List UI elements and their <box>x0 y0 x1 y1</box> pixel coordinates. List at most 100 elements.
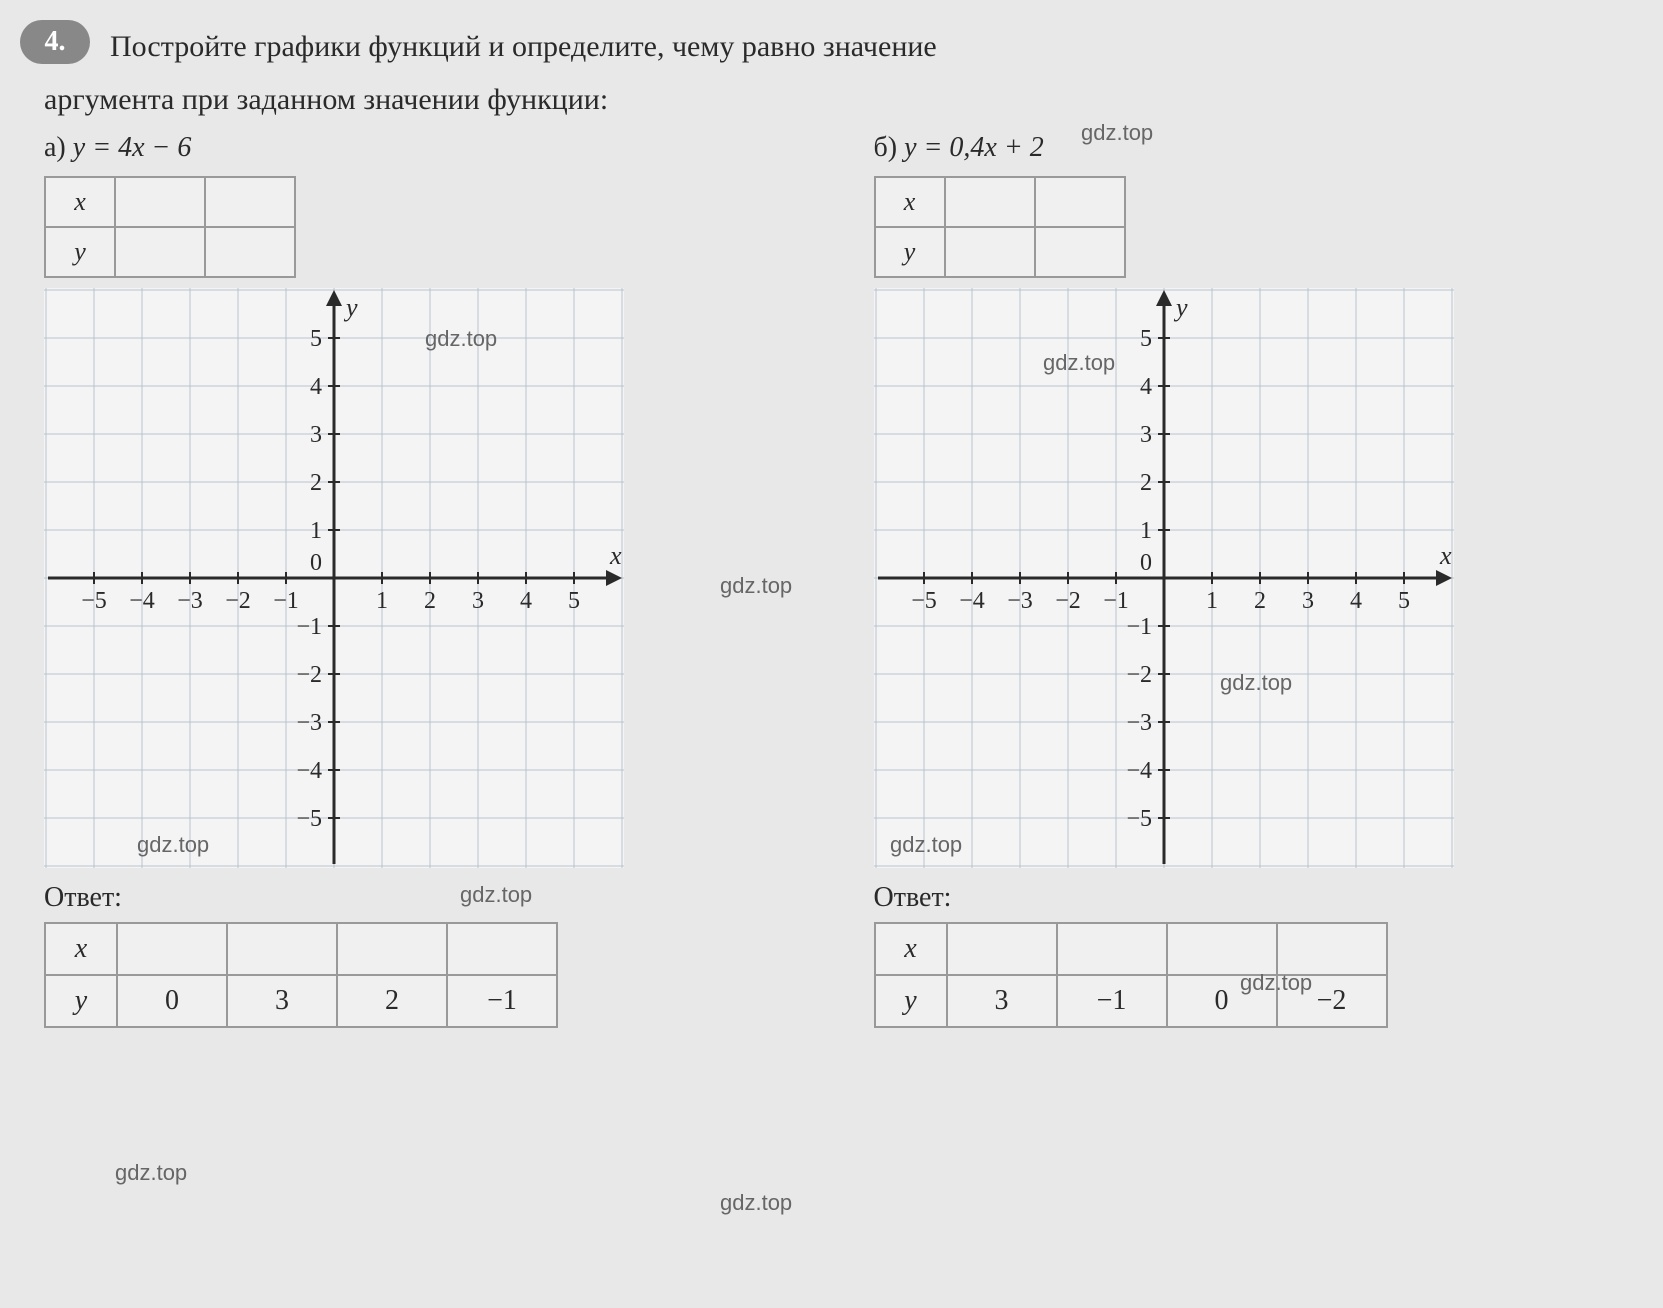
svg-text:x: x <box>609 541 622 570</box>
ans-cell: 2 <box>337 975 447 1027</box>
xy-cell[interactable] <box>205 227 295 277</box>
watermark: gdz.top <box>720 1190 792 1216</box>
ans-header-y: y <box>45 975 117 1027</box>
ans-cell: −1 <box>447 975 557 1027</box>
ans-header-y: y <box>875 975 947 1027</box>
svg-text:2: 2 <box>424 588 436 614</box>
svg-text:y: y <box>343 293 358 322</box>
xy-cell[interactable] <box>945 227 1035 277</box>
svg-text:−3: −3 <box>1007 588 1033 614</box>
task-text-line1: Постройте графики функций и определите, … <box>110 20 937 69</box>
svg-text:−1: −1 <box>273 588 299 614</box>
ans-cell[interactable] <box>1057 923 1167 975</box>
svg-text:5: 5 <box>1140 326 1152 352</box>
svg-text:−1: −1 <box>1103 588 1129 614</box>
svg-text:4: 4 <box>310 374 322 400</box>
xy-cell[interactable] <box>1035 177 1125 227</box>
svg-text:−5: −5 <box>81 588 107 614</box>
svg-text:2: 2 <box>1140 470 1152 496</box>
svg-text:y: y <box>1173 293 1188 322</box>
ans-cell[interactable] <box>337 923 447 975</box>
xy-label-x: x <box>875 177 945 227</box>
xy-cell[interactable] <box>1035 227 1125 277</box>
svg-text:−2: −2 <box>1055 588 1081 614</box>
svg-text:−3: −3 <box>296 710 322 736</box>
ans-cell: 0 <box>117 975 227 1027</box>
svg-text:1: 1 <box>1140 518 1152 544</box>
xy-cell[interactable] <box>115 227 205 277</box>
ans-cell: 3 <box>227 975 337 1027</box>
watermark: gdz.top <box>115 1160 187 1186</box>
xy-label-y: y <box>45 227 115 277</box>
svg-text:2: 2 <box>1254 588 1266 614</box>
svg-text:−2: −2 <box>1126 662 1152 688</box>
svg-text:−5: −5 <box>1126 806 1152 832</box>
svg-text:3: 3 <box>472 588 484 614</box>
answer-label-b: Ответ: <box>874 882 1644 914</box>
ans-cell[interactable] <box>947 923 1057 975</box>
svg-text:4: 4 <box>1140 374 1152 400</box>
svg-text:−4: −4 <box>1126 758 1152 784</box>
xy-input-table-b: x y <box>874 176 1126 278</box>
ans-cell[interactable] <box>117 923 227 975</box>
table-row: x <box>45 923 557 975</box>
table-row: x <box>875 923 1387 975</box>
svg-text:0: 0 <box>1140 550 1152 576</box>
task-text-line2: аргумента при заданном значении функции: <box>44 77 1643 122</box>
svg-text:−1: −1 <box>1126 614 1152 640</box>
svg-text:5: 5 <box>1398 588 1410 614</box>
svg-text:5: 5 <box>568 588 580 614</box>
answer-table-a: x y 0 3 2 −1 <box>44 922 558 1028</box>
xy-cell[interactable] <box>945 177 1035 227</box>
ans-header-x: x <box>45 923 117 975</box>
task-header: 4. Постройте графики функций и определит… <box>20 20 1643 69</box>
function-label-b: б) y = 0,4x + 2 <box>874 132 1644 164</box>
watermark: gdz.top <box>1240 970 1312 996</box>
svg-text:4: 4 <box>1350 588 1362 614</box>
task-number: 4. <box>45 26 66 58</box>
ans-cell[interactable] <box>227 923 337 975</box>
xy-cell[interactable] <box>205 177 295 227</box>
column-b: б) y = 0,4x + 2 x y −5 −4 −3 −2 −1 1 2 3 4 5 −5 −4 −… <box>874 132 1644 1028</box>
xy-cell[interactable] <box>115 177 205 227</box>
ans-header-x: x <box>875 923 947 975</box>
watermark: gdz.top <box>425 326 497 352</box>
ans-cell[interactable] <box>1167 923 1277 975</box>
svg-text:−5: −5 <box>911 588 937 614</box>
svg-text:3: 3 <box>1302 588 1314 614</box>
svg-text:2: 2 <box>310 470 322 496</box>
watermark: gdz.top <box>1043 350 1115 376</box>
svg-text:−4: −4 <box>296 758 322 784</box>
ans-cell[interactable] <box>1277 923 1387 975</box>
table-row: x <box>45 177 295 227</box>
ans-cell: −1 <box>1057 975 1167 1027</box>
svg-text:−5: −5 <box>296 806 322 832</box>
svg-text:3: 3 <box>310 422 322 448</box>
svg-text:5: 5 <box>310 326 322 352</box>
svg-text:−4: −4 <box>129 588 155 614</box>
coordinate-grid: −5−4−3−2−112345−5−4−3−2−1123450xy <box>44 288 624 868</box>
svg-text:−2: −2 <box>296 662 322 688</box>
svg-text:1: 1 <box>1206 588 1218 614</box>
ans-cell[interactable] <box>447 923 557 975</box>
answer-label-a: Ответ: <box>44 882 814 914</box>
svg-text:3: 3 <box>1140 422 1152 448</box>
xy-label-x: x <box>45 177 115 227</box>
watermark: gdz.top <box>1081 120 1153 146</box>
svg-text:−3: −3 <box>177 588 203 614</box>
watermark: gdz.top <box>720 573 792 599</box>
watermark: gdz.top <box>137 832 209 858</box>
watermark: gdz.top <box>460 882 532 908</box>
watermark: gdz.top <box>890 832 962 858</box>
graph-a: −5−4−3−2−112345−5−4−3−2−1123450xy <box>44 288 624 868</box>
svg-text:0: 0 <box>310 550 322 576</box>
watermark: gdz.top <box>1220 670 1292 696</box>
svg-text:1: 1 <box>310 518 322 544</box>
svg-text:−4: −4 <box>959 588 985 614</box>
column-a: а) y = 4x − 6 x y −5−4−3−2−112345−5−4−3−… <box>44 132 814 1028</box>
table-row: y <box>45 227 295 277</box>
table-row: y <box>875 227 1125 277</box>
svg-text:x: x <box>1439 541 1452 570</box>
graph-b: −5−4−3−2−112345−5−4−3−2−1123450xy <box>874 288 1454 868</box>
svg-text:−2: −2 <box>225 588 251 614</box>
